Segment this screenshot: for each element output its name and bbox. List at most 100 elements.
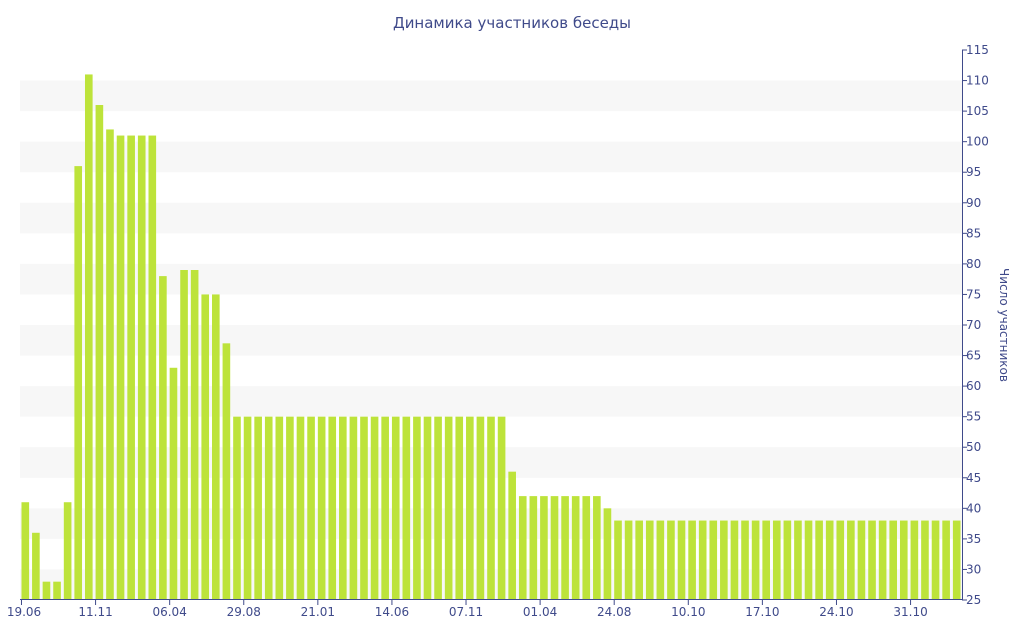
bar [42,581,51,600]
bars [21,74,961,601]
x-tick-label: 07.11 [449,605,483,619]
bar [508,471,516,600]
bar [254,416,262,600]
bar [709,520,718,600]
bar [730,520,739,600]
bar [783,520,792,600]
bar [804,520,813,600]
bar [275,416,284,600]
bar [593,496,601,600]
x-tick-label: 21.01 [301,605,335,619]
bar [645,520,654,600]
bar [889,520,898,600]
bar [402,416,411,600]
bar [561,496,569,600]
bar [106,129,114,600]
bar [751,520,760,600]
y-tick-label: 45 [966,471,981,485]
x-tick-label: 24.08 [597,605,631,619]
bar [84,74,93,600]
bar [190,270,199,600]
bar [243,416,252,600]
bar [222,343,231,600]
bar [836,520,845,600]
bar [656,520,665,600]
y-axis-label: Число участников [997,268,1011,382]
bar [74,166,83,600]
x-tick-label: 19.06 [7,605,41,619]
bar [159,276,167,600]
bar [169,367,178,600]
x-tick-label: 29.08 [227,605,261,619]
y-tick-label: 105 [966,104,989,118]
bar [825,520,834,600]
bar [762,520,771,600]
bar [603,508,612,600]
bar [688,520,696,600]
bar [624,520,633,600]
bar [741,520,749,600]
bar [794,520,802,600]
bar [317,416,326,600]
bar [677,520,686,600]
grid-band [20,202,962,234]
bar [857,520,866,600]
bar [868,520,876,600]
y-tick-label: 95 [966,165,981,179]
bar [698,520,707,600]
bar [233,416,241,600]
bar [667,520,675,600]
bar [201,294,210,600]
bar [487,416,495,600]
x-tick-label: 14.06 [375,605,409,619]
bar [328,416,337,600]
y-tick-label: 85 [966,226,981,240]
x-tick-label: 31.10 [893,605,927,619]
chart-title: Динамика участников беседы [393,14,631,32]
x-tick-label: 01.04 [523,605,557,619]
bar [391,416,400,600]
bar [116,135,125,601]
bar [307,416,315,600]
bar [772,520,781,600]
bar [518,496,527,600]
bar [413,416,421,600]
y-tick-label: 55 [966,410,981,424]
bar [921,520,929,600]
bar [497,416,506,600]
x-tick-label: 10.10 [671,605,705,619]
bar [127,135,135,601]
bar [211,294,220,600]
y-tick-label: 60 [966,379,981,393]
bar [466,416,474,600]
y-tick-label: 65 [966,349,981,363]
bar [720,520,728,600]
y-tick-label: 40 [966,501,981,515]
bar [614,520,622,600]
grid-band [20,325,962,356]
bar [21,502,30,600]
bar [444,416,453,600]
bar [815,520,823,600]
bar [423,416,432,600]
y-tick-label: 75 [966,287,981,301]
bar [95,105,104,600]
grid-band [20,141,962,173]
bar [370,416,379,600]
grid-band [20,263,962,295]
y-tick-label: 90 [966,196,981,210]
bar [550,496,559,600]
x-tick-label: 24.10 [819,605,853,619]
bar [571,496,580,600]
y-tick-label: 115 [966,43,989,57]
grid-bands [20,80,962,600]
bar [942,520,950,600]
bar [931,520,940,600]
bar [847,520,855,600]
bar [529,496,538,600]
bar [180,270,188,600]
x-tick-label: 17.10 [745,605,779,619]
bar [434,416,442,600]
bar [540,496,548,600]
